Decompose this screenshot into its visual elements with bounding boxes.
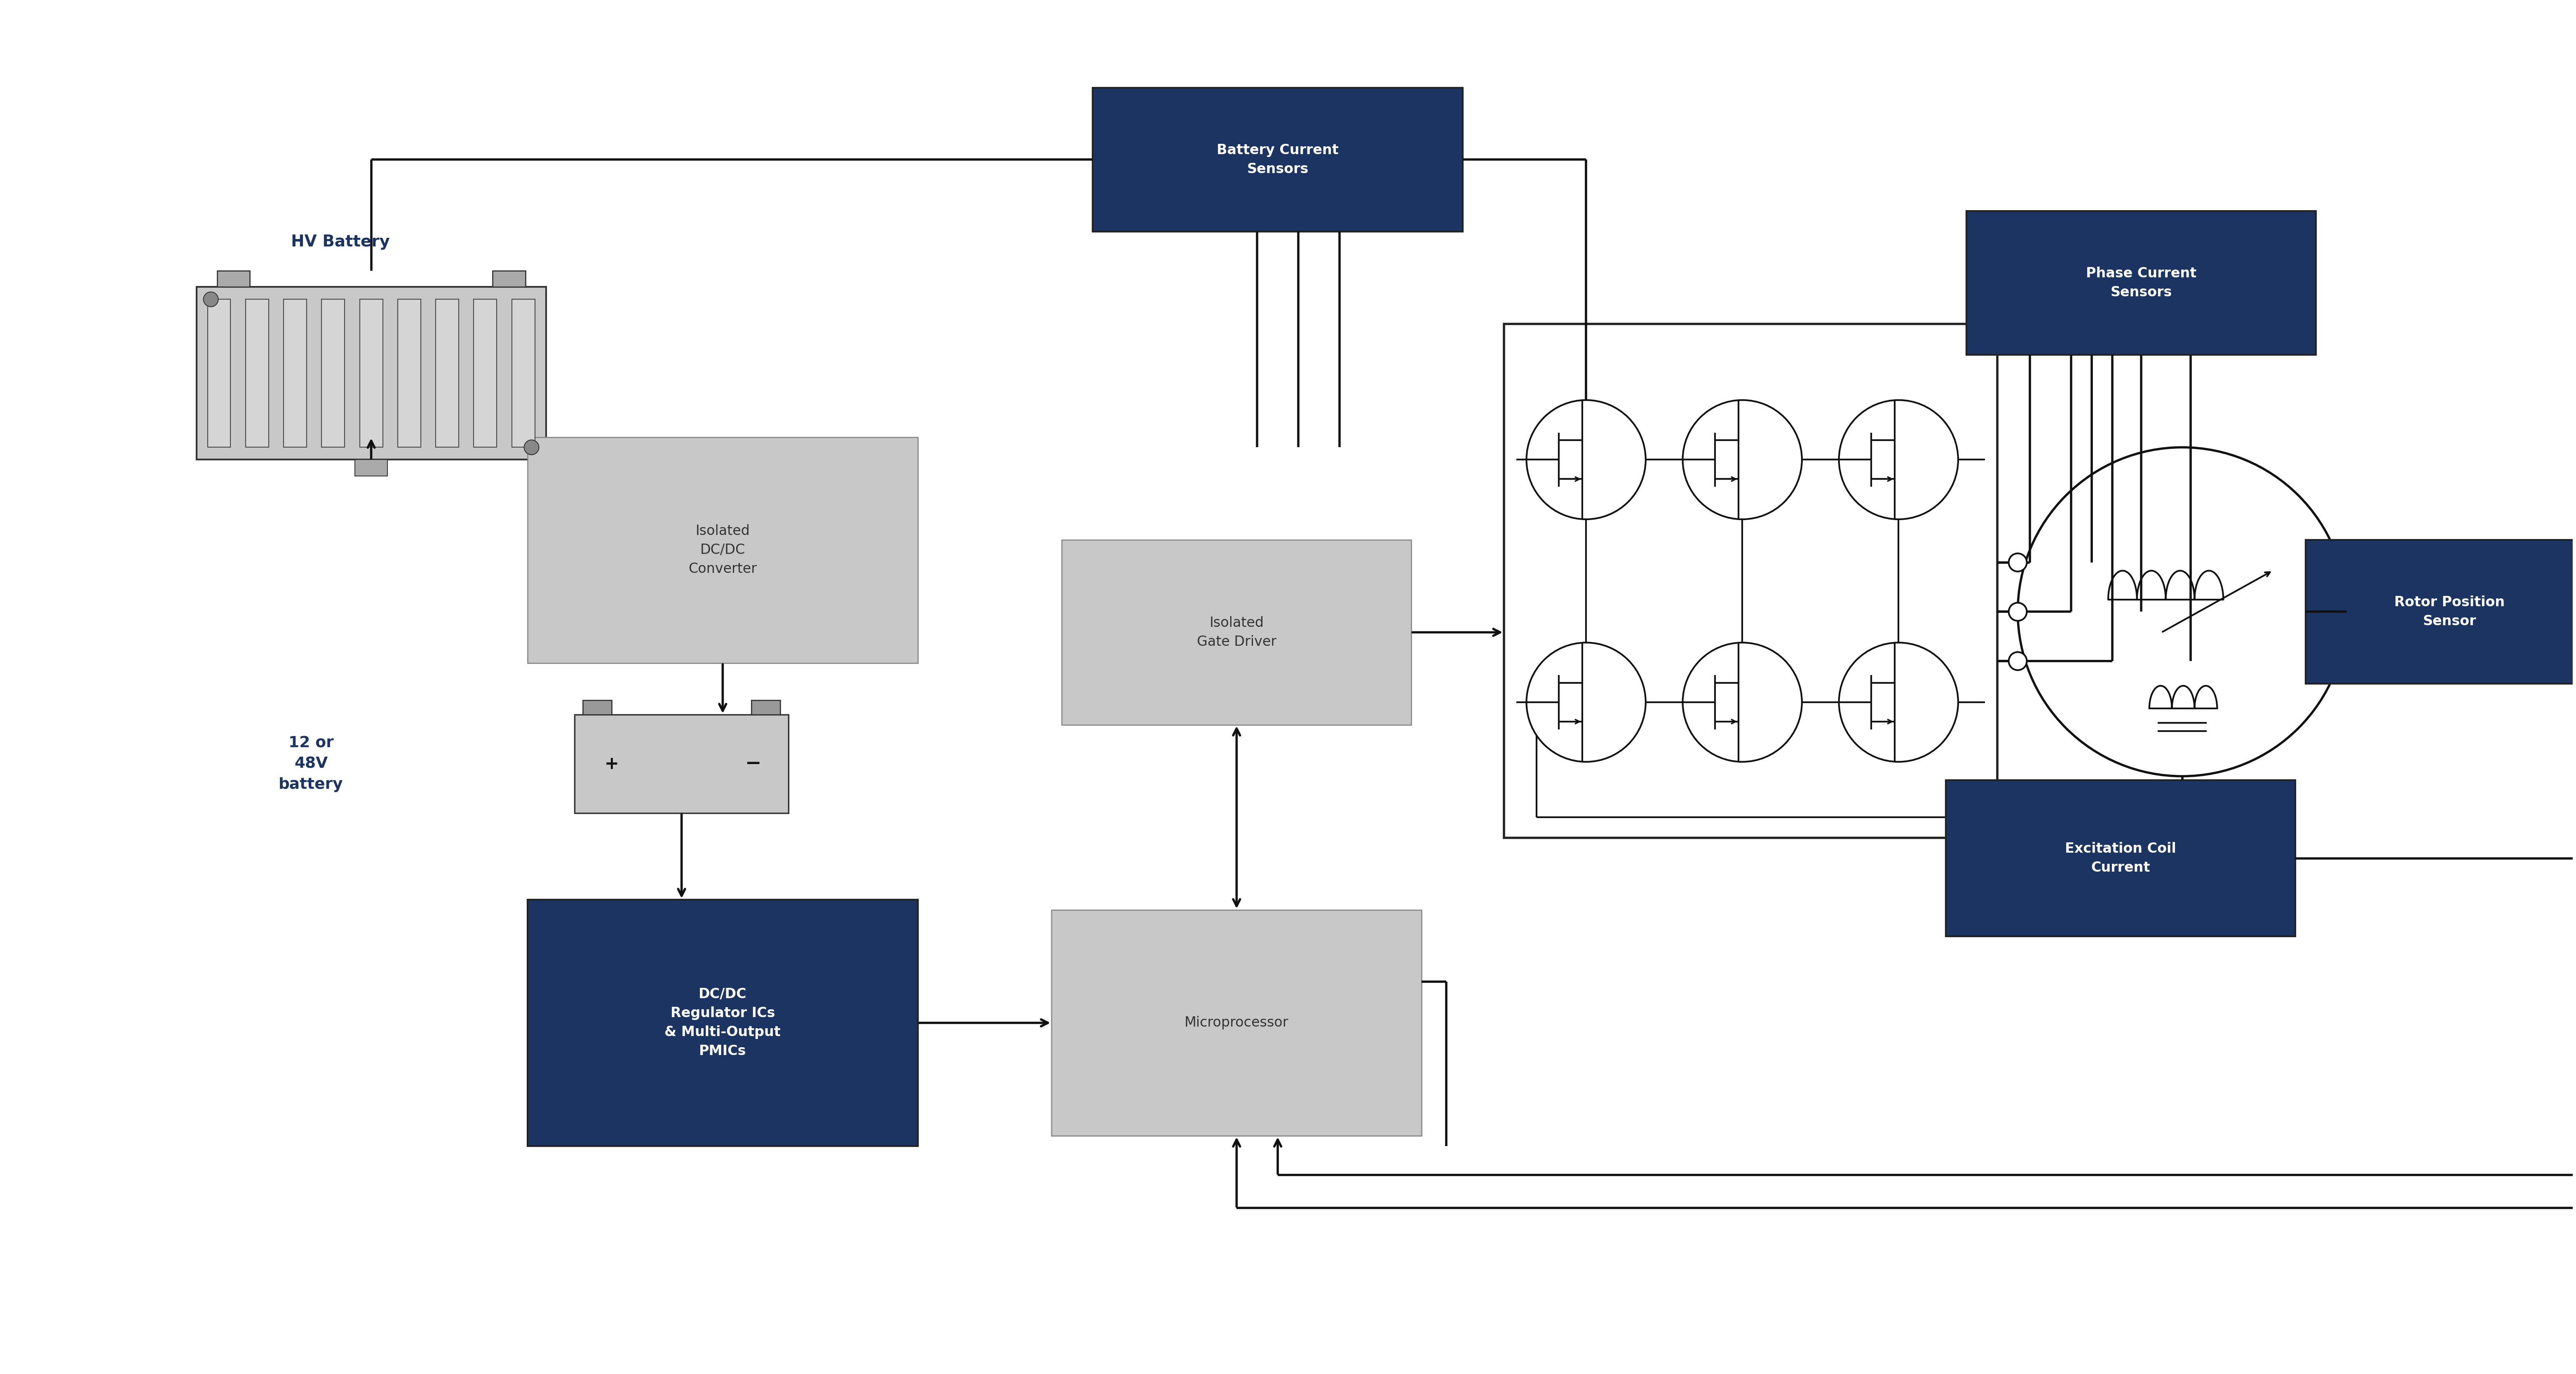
Bar [355,460,386,477]
Text: Microprocessor: Microprocessor [1185,1015,1288,1029]
Text: Rotor Position
Sensor: Rotor Position Sensor [2393,595,2504,628]
Bar [283,300,307,448]
Circle shape [1682,400,1803,519]
Bar [209,300,232,448]
Bar [322,300,345,448]
Bar [196,287,546,460]
Bar [582,701,611,714]
Bar [1504,324,1996,838]
Text: +: + [605,756,618,772]
Bar [1945,780,2295,937]
Bar [513,300,536,448]
Bar [2306,540,2576,684]
Text: HV Battery: HV Battery [291,234,389,250]
Circle shape [2009,554,2027,572]
Bar [528,437,917,664]
Text: Isolated
DC/DC
Converter: Isolated DC/DC Converter [688,525,757,576]
Bar [216,271,250,287]
Bar [574,714,788,813]
Bar [492,271,526,287]
Circle shape [1839,400,1958,519]
Circle shape [2017,448,2347,776]
Circle shape [1528,400,1646,519]
Bar [397,300,420,448]
Circle shape [1839,643,1958,761]
Text: 12 or
48V
battery: 12 or 48V battery [278,736,343,791]
Bar [1051,910,1422,1136]
Text: −: − [744,754,762,774]
Bar [1965,212,2316,354]
Bar [474,300,497,448]
Circle shape [1682,643,1803,761]
Text: Isolated
Gate Driver: Isolated Gate Driver [1198,616,1275,649]
Bar [245,300,268,448]
Bar [1061,540,1412,725]
Text: Excitation Coil
Current: Excitation Coil Current [2066,842,2177,875]
Bar [752,701,781,714]
Bar [1092,88,1463,231]
Bar [361,300,384,448]
Text: Phase Current
Sensors: Phase Current Sensors [2087,267,2197,300]
Circle shape [2009,653,2027,671]
Circle shape [204,291,219,306]
Bar [435,300,459,448]
Circle shape [2009,603,2027,621]
Text: Battery Current
Sensors: Battery Current Sensors [1216,143,1340,176]
Circle shape [1528,643,1646,761]
Text: DC/DC
Regulator ICs
& Multi-Output
PMICs: DC/DC Regulator ICs & Multi-Output PMICs [665,988,781,1058]
Bar [528,900,917,1146]
Circle shape [523,440,538,455]
